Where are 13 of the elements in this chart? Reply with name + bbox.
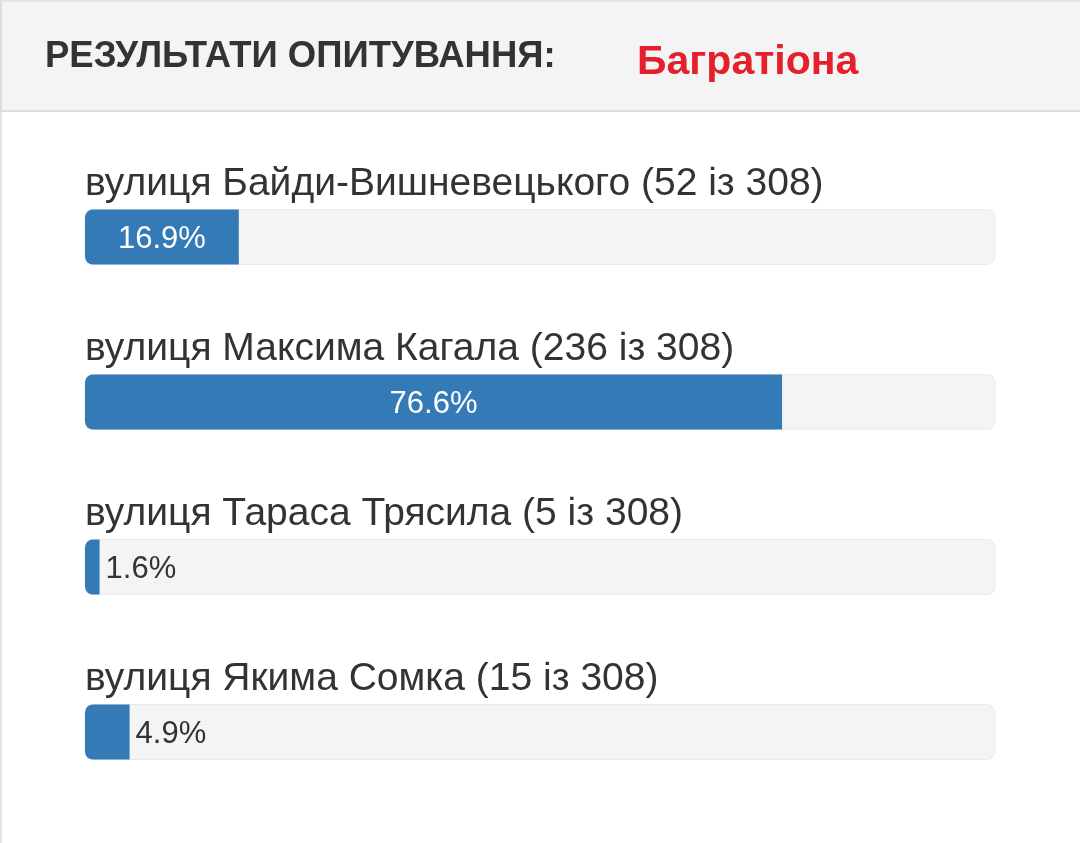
bar: [85, 539, 100, 595]
y-tick-label: вулиця Тараса Трясила (5 із 308): [85, 489, 684, 533]
data-label: 4.9%: [135, 714, 207, 750]
data-label: 1.6%: [105, 549, 177, 585]
y-tick-label: вулиця Байди-Вишневецького (52 із 308): [85, 159, 824, 203]
bar: [85, 209, 239, 265]
chart-subtitle: Багратіона: [637, 37, 859, 83]
y-tick-label: вулиця Якима Сомка (15 із 308): [85, 654, 659, 698]
data-label: 76.6%: [389, 384, 478, 420]
data-label: 16.9%: [117, 219, 206, 255]
bar: [85, 704, 130, 760]
y-tick-label: вулиця Максима Кагала (236 із 308): [85, 324, 735, 368]
chart-title: РЕЗУЛЬТАТИ ОПИТУВАННЯ:: [45, 34, 556, 75]
